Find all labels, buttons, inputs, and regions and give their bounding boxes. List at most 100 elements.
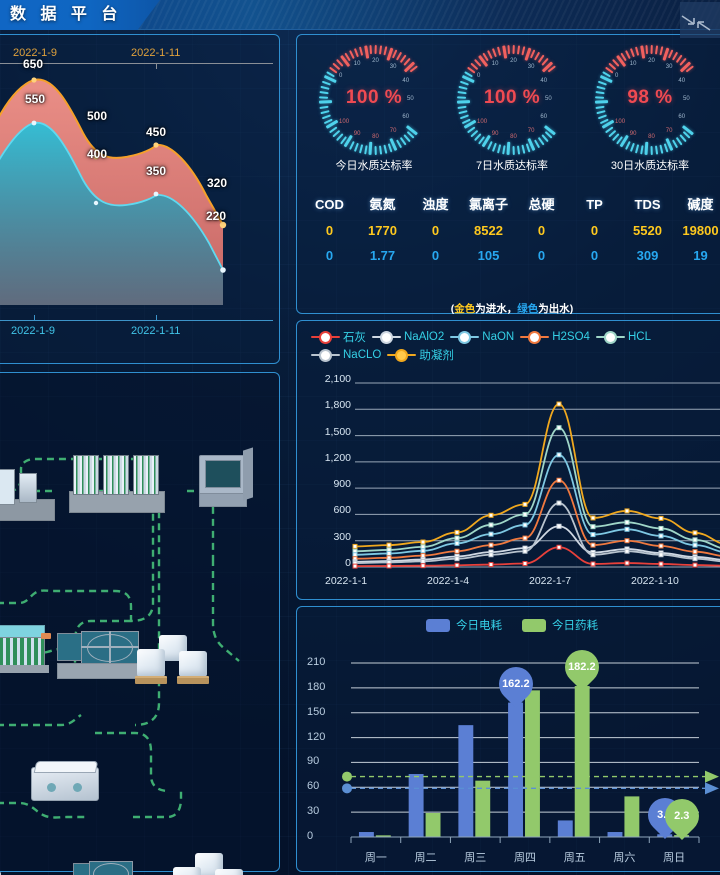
membrane-rack-center[interactable] (69, 451, 165, 515)
bar-legend-item-0[interactable]: 今日电耗 (426, 617, 502, 633)
clarifier-unit-upper[interactable] (57, 631, 141, 683)
clarifier-unit-lower[interactable] (73, 861, 135, 875)
gauge-30day[interactable]: 98 % 0 10 20 30 40 50 60 70 80 90 100 (594, 44, 705, 156)
line-chart-legend[interactable]: 石灰 NaAlO2 NaON H2SO4 HCL NaCLO 助凝剂 (311, 329, 720, 365)
gauge-scale-30day-10: 10 (629, 61, 637, 68)
line-legend-item-3[interactable]: H2SO4 (520, 331, 590, 343)
td-in-turbidity: 0 (431, 223, 440, 239)
water-treatment-process-diagram[interactable] (0, 372, 280, 875)
area-chart-inflow-markers (31, 77, 227, 229)
bar-周五-1 (574, 686, 590, 837)
gauge-scale-30day-0: 0 (615, 72, 619, 79)
note-suffix: 为出水) (538, 303, 574, 315)
line-legend-item-1[interactable]: NaAlO2 (372, 331, 444, 343)
line-ytick-0: 0 (345, 557, 351, 569)
gauge-caption-30day: 30日水质达标率 (610, 160, 690, 172)
legend-dash-6 (387, 354, 397, 357)
bar-周三-0 (458, 725, 474, 837)
membrane-rack-left[interactable] (0, 465, 55, 523)
gauge-scale-7day-100: 100 (477, 119, 488, 126)
area-chart-bottom-axis: 2022-1-9 2022-1-11 (0, 325, 279, 341)
bar-周五-0 (557, 820, 573, 837)
legend-label-4: HCL (627, 331, 651, 343)
area-point-label-5: 450 (146, 125, 167, 139)
th-cod: COD (315, 197, 344, 212)
line-chart-x-axis: 2022-1-1 2022-1-4 2022-1-7 2022-1-10 (297, 575, 720, 589)
gauge-scale-7day-70: 70 (527, 127, 535, 134)
legend-dash-1 (372, 336, 381, 338)
th-tds: TDS (634, 197, 661, 212)
salt-pile-lower[interactable] (173, 853, 249, 875)
bar-legend-item-1[interactable]: 今日药耗 (522, 617, 598, 633)
inflow-outflow-area-chart-panel: 2022-1-9 2022-1-11 (0, 34, 280, 364)
line-series-2 (354, 453, 720, 556)
legend-dash-0 (311, 336, 320, 338)
bar-xtick-0: 周一 (364, 852, 387, 864)
legend-label-3: H2SO4 (552, 331, 590, 343)
note-mid: 为进水， (475, 303, 518, 315)
line-xtick-1: 2022-1-4 (427, 575, 470, 587)
line-series-6 (354, 546, 720, 568)
gauge-scale-today-60: 60 (402, 114, 410, 121)
th-alkalinity: 碱度 (687, 197, 714, 212)
area-chart-outflow-line (0, 121, 224, 271)
area-chart-top-axis: 2022-1-9 2022-1-11 (0, 47, 279, 63)
legend-dash2-2 (470, 336, 480, 338)
gauge-scale-7day-80: 80 (510, 133, 517, 140)
th-turbidity: 浊度 (422, 197, 449, 212)
bar-ytick-1: 30 (307, 805, 320, 818)
salt-pile-left[interactable] (0, 861, 19, 875)
th-nh3n: 氨氮 (369, 197, 396, 212)
area-top-axis-label-2: 2022-1-11 (131, 47, 181, 59)
line-legend-item-6[interactable]: 助凝剂 (387, 347, 454, 363)
filter-unit[interactable] (0, 625, 51, 675)
legend-swatch-0 (426, 618, 450, 632)
table-row-inflow: 0 1770 0 8522 0 0 5520 19800 (303, 217, 720, 245)
gauge-scale-today-10: 10 (353, 61, 361, 68)
legend-label-1: 今日药耗 (552, 620, 598, 632)
legend-label-0: 今日电耗 (456, 620, 502, 632)
line-xtick-2: 2022-1-7 (529, 575, 572, 587)
water-quality-table: COD 氨氮 浊度 氯离子 总硬 TP TDS 碱度 0 1770 0 8522… (303, 195, 720, 266)
expand-arrows-icon[interactable] (680, 2, 720, 38)
area-point-label-3: 500 (87, 109, 108, 123)
line-legend-item-0[interactable]: 石灰 (311, 329, 366, 345)
line-legend-item-4[interactable]: HCL (595, 331, 651, 343)
gauge-scale-7day-30: 30 (527, 64, 535, 71)
bar-ytick-2: 60 (307, 780, 320, 793)
gauge-caption-7day: 7日水质达标率 (475, 160, 549, 172)
line-legend-item-5[interactable]: NaCLO (311, 349, 381, 361)
bar-周三-1 (475, 780, 491, 837)
gauge-7day[interactable]: 100 % 0 10 20 30 40 50 60 70 80 90 100 (456, 44, 567, 156)
gauge-scale-7day-20: 20 (510, 58, 517, 65)
line-ytick-5: 1,500 (324, 425, 351, 438)
line-series-4 (354, 525, 720, 563)
bar-周四-0 (508, 702, 524, 837)
gauge-scale-30day-50: 50 (683, 96, 690, 102)
bar-周六-0 (607, 832, 623, 837)
storage-tank[interactable] (31, 761, 105, 807)
gauge-scale-30day-90: 90 (629, 130, 637, 137)
td-out-turbidity: 0 (431, 247, 440, 263)
legend-dash-5 (311, 354, 320, 357)
gauge-scale-7day-90: 90 (491, 130, 499, 137)
bar-xtick-1: 周二 (414, 852, 437, 864)
area-top-axis-label-1: 2022-1-9 (13, 47, 58, 59)
gauge-scale-30day-40: 40 (678, 77, 686, 84)
control-cabinet[interactable] (199, 447, 253, 513)
legend-dash2-6 (407, 354, 417, 357)
legend-dot-5 (321, 350, 330, 360)
line-legend-item-2[interactable]: NaON (450, 331, 514, 343)
bar-ytick-4: 120 (307, 730, 326, 743)
td-in-cod: 0 (325, 223, 334, 239)
bar-chart-legend[interactable]: 今日电耗 今日药耗 (297, 617, 720, 637)
gauge-scale-today-20: 20 (372, 58, 379, 65)
gauge-today[interactable]: 100 % 0 10 20 30 40 50 60 70 80 90 100 (318, 44, 429, 156)
area-chart-inflow-line (0, 78, 224, 226)
td-in-hardness: 0 (537, 223, 546, 239)
note-prefix: ( (450, 303, 455, 315)
salt-pile-upper[interactable] (135, 635, 213, 691)
page-title: 数 据 平 台 (10, 6, 123, 23)
gauge-scale-30day-20: 20 (648, 58, 655, 65)
app-header: 数 据 平 台 (0, 0, 720, 30)
